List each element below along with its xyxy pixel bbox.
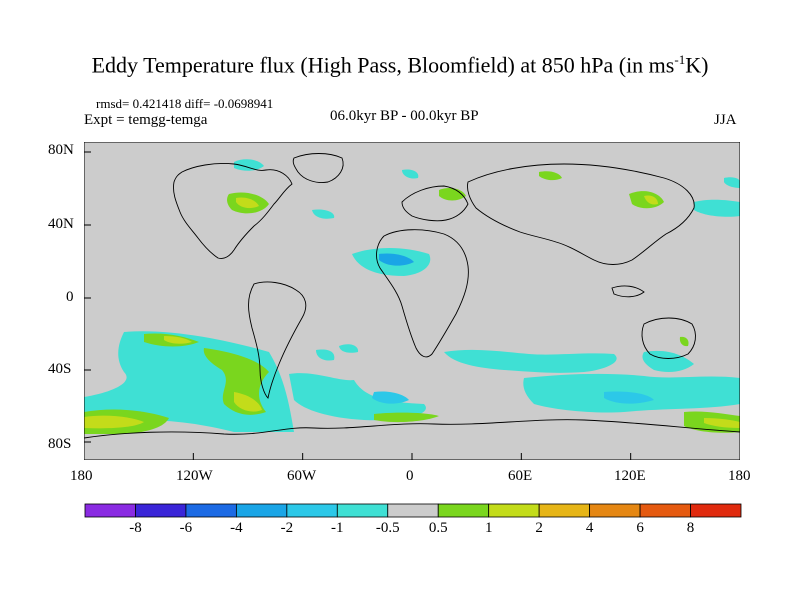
field-north-pacific-cyan <box>694 199 740 217</box>
colorbar-box <box>185 503 237 518</box>
period-label: 06.0kyr BP - 00.0kyr BP <box>330 108 479 124</box>
field-south-atlantic-cyan <box>289 373 426 421</box>
field-atlantic-patch-2 <box>339 344 359 353</box>
field-southern-ocean-west-yellow <box>84 415 144 429</box>
map-title: Eddy Temperature flux (High Pass, Bloomf… <box>91 52 709 78</box>
coast-north-america <box>173 163 293 259</box>
coastlines <box>84 153 740 439</box>
lat-label: 0 <box>66 289 74 305</box>
longitude-ticks <box>84 453 740 460</box>
colorbar-box <box>488 503 540 518</box>
colorbar-label: -0.5 <box>375 520 400 536</box>
lat-label: 80S <box>48 436 72 452</box>
lon-label: 60E <box>508 468 533 484</box>
colorbar-label: 0.5 <box>428 520 448 536</box>
field-arctic-cyan <box>402 169 419 179</box>
field-south-pacific-yellow <box>234 392 262 412</box>
colorbar-box <box>235 503 288 518</box>
field-south-atlantic-blue <box>372 391 409 404</box>
field-north-africa-blue <box>379 253 414 266</box>
field-siberia-green <box>539 171 562 181</box>
lon-label: 120E <box>614 468 646 484</box>
field-australia-east <box>679 336 689 347</box>
field-eurasia-green <box>439 188 466 201</box>
coast-indonesia <box>611 285 645 298</box>
colorbar-box <box>387 503 439 518</box>
lon-label: 60W <box>287 468 317 484</box>
field-indian-ocean-cyan <box>444 349 617 373</box>
lat-label: 40N <box>48 216 74 232</box>
field-antarctic-pacific-east-yellow <box>704 418 740 428</box>
colorbar-label: 2 <box>535 520 543 536</box>
lon-label: 180 <box>70 468 93 484</box>
lon-label: 180 <box>728 468 751 484</box>
colorbar-label: 4 <box>585 520 594 536</box>
coast-europe <box>401 185 469 222</box>
season-label: JJA <box>714 112 737 128</box>
field-atlantic-patch-1 <box>316 349 335 361</box>
lon-label: 0 <box>406 468 414 484</box>
coast-australia <box>641 317 696 359</box>
colorbar-box <box>589 503 641 518</box>
coast-south-america <box>248 281 307 399</box>
colorbar-label: -6 <box>179 520 193 536</box>
colorbar <box>84 503 742 518</box>
colorbar-box <box>336 503 389 518</box>
field-southern-indian-blue <box>604 391 654 404</box>
lon-label: 120W <box>176 468 213 484</box>
colorbar-box <box>538 503 591 518</box>
field-north-america-yellow <box>236 197 259 209</box>
field-atlantic-north-cyan <box>312 209 335 219</box>
coast-greenland <box>292 153 344 183</box>
field-arctic-east-cyan <box>724 177 740 188</box>
rmsd-stats: rmsd= 0.421418 diff= -0.0698941 <box>96 96 274 111</box>
colorbar-box <box>135 503 187 518</box>
field-south-pacific-green <box>203 348 269 415</box>
anomaly-fields <box>84 159 740 434</box>
world-map <box>84 142 740 460</box>
lat-label: 80N <box>48 142 74 158</box>
colorbar-label: 8 <box>686 520 695 536</box>
field-pacific-yellow-west <box>164 336 192 344</box>
colorbar-label: 1 <box>484 520 493 536</box>
lat-label: 40S <box>48 361 72 377</box>
colorbar-box <box>639 503 691 518</box>
colorbar-label: -8 <box>129 520 142 536</box>
latitude-ticks <box>84 151 91 443</box>
colorbar-box <box>286 503 338 518</box>
colorbar-box <box>690 503 742 518</box>
colorbar-label: -4 <box>230 520 243 536</box>
colorbar-box <box>437 503 490 518</box>
colorbar-label: -2 <box>280 520 294 536</box>
colorbar-box <box>84 503 136 518</box>
experiment-label: Expt = temgg-temga <box>84 112 208 128</box>
coast-africa <box>376 229 469 358</box>
coast-asia <box>467 163 695 265</box>
field-greenland-cyan <box>234 159 264 171</box>
field-asia-yellow <box>644 195 658 205</box>
coast-antarctica <box>84 419 740 439</box>
colorbar-label: 6 <box>636 520 644 536</box>
field-antarctic-atlantic <box>374 412 439 423</box>
colorbar-label: -1 <box>331 520 344 536</box>
